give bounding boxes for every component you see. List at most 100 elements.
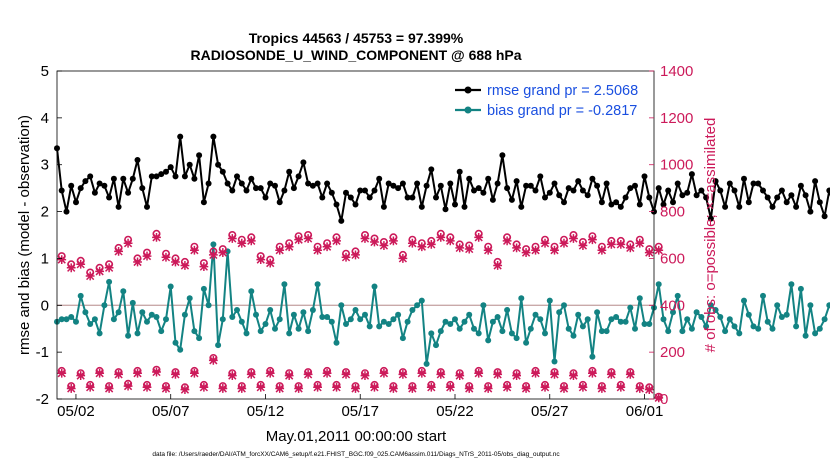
rmse-point [489, 196, 496, 203]
obs-assimilated-marker [161, 384, 171, 393]
obs-assimilated-marker [389, 384, 398, 393]
bias-point [693, 309, 700, 316]
chart-subtitle: RADIOSONDE_U_WIND_COMPONENT @ 688 hPa [190, 47, 521, 63]
bias-point [741, 297, 747, 304]
bias-point [129, 299, 136, 306]
rmse-point [613, 199, 620, 206]
bias-point [219, 316, 226, 323]
rmse-point [343, 189, 349, 196]
rmse-point [741, 175, 747, 182]
bias-point [485, 337, 492, 344]
obs-assimilated-marker [114, 247, 123, 256]
rmse-point [665, 187, 672, 194]
bias-point [826, 302, 830, 309]
rmse-point [570, 187, 577, 194]
bias-point [717, 314, 724, 320]
rmse-point [494, 180, 501, 187]
rmse-point [357, 187, 364, 194]
obs-assimilated-marker [218, 384, 228, 393]
bias-point [73, 318, 79, 325]
bias-point [527, 325, 534, 332]
rmse-point [286, 168, 293, 175]
obs-assimilated-marker [379, 241, 389, 250]
rmse-point [324, 180, 331, 187]
bias-point [641, 321, 648, 327]
rmse-point [139, 185, 146, 192]
obs-assimilated-marker [76, 259, 86, 269]
rmse-point [380, 203, 387, 210]
rmse-point [205, 180, 212, 187]
obs-assimilated-marker [142, 251, 152, 261]
rmse-point [181, 173, 188, 180]
y-tick-label-left: 5 [41, 63, 49, 80]
rmse-point [191, 175, 198, 182]
bias-point [243, 330, 250, 337]
obs-assimilated-marker [152, 232, 161, 242]
obs-assimilated-marker [190, 368, 199, 378]
rmse-point [693, 192, 700, 199]
rmse-point [760, 187, 766, 194]
bias-point [518, 295, 525, 302]
obs-assimilated-marker [246, 236, 256, 246]
rmse-point [409, 194, 416, 201]
bias-point [575, 311, 582, 318]
rmse-point [679, 192, 686, 199]
rmse-point [91, 189, 98, 196]
bias-point [584, 316, 591, 323]
bias-point [688, 325, 695, 332]
obs-assimilated-marker [133, 257, 142, 267]
bias-point [537, 316, 544, 323]
y-tick-label-left: 3 [41, 157, 49, 174]
bias-point [153, 314, 160, 320]
obs-assimilated-marker [540, 238, 550, 248]
rmse-point [466, 175, 473, 182]
bias-point [636, 295, 643, 302]
rmse-point [77, 185, 84, 192]
rmse-point [418, 203, 425, 210]
bias-point [324, 314, 331, 320]
rmse-point [707, 215, 714, 222]
bias-point [338, 302, 345, 309]
rmse-point [120, 175, 127, 182]
bias-point [442, 318, 449, 325]
y-tick-label-right: 800 [660, 204, 685, 221]
obs-assimilated-marker [85, 271, 95, 281]
rmse-point [172, 173, 179, 180]
bias-point [783, 311, 790, 318]
bias-point [295, 325, 302, 332]
rmse-point [575, 178, 582, 185]
obs-assimilated-marker [474, 368, 484, 378]
rmse-point [655, 185, 662, 192]
bias-point [399, 335, 406, 342]
obs-assimilated-marker [190, 245, 199, 255]
obs-assimilated-marker [569, 371, 578, 380]
obs-assimilated-marker [559, 238, 569, 248]
rmse-point [660, 201, 667, 208]
bias-point [58, 316, 65, 323]
bias-point [589, 353, 596, 360]
rmse-point [674, 180, 681, 187]
rmse-point [433, 194, 439, 201]
plot-frame [56, 70, 655, 400]
rmse-point [243, 187, 250, 194]
bias-point [333, 339, 340, 346]
rmse-point [281, 187, 288, 194]
obs-assimilated-marker [294, 235, 304, 245]
rmse-point [437, 182, 444, 189]
bias-point [385, 321, 392, 327]
rmse-point [821, 213, 828, 220]
rmse-point [745, 199, 752, 206]
bias-point [144, 318, 150, 325]
bias-point [613, 314, 620, 320]
rmse-point [63, 208, 70, 215]
obs-assimilated-marker [417, 368, 427, 378]
x-tick-label: 05/07 [152, 403, 190, 420]
obs-assimilated-marker [208, 355, 218, 365]
bias-point [523, 339, 530, 346]
bias-point [314, 281, 321, 288]
bias-point [158, 328, 165, 335]
rmse-point [253, 185, 259, 192]
bias-point [556, 309, 563, 316]
obs-assimilated-marker [171, 370, 180, 379]
obs-assimilated-marker [407, 238, 417, 248]
